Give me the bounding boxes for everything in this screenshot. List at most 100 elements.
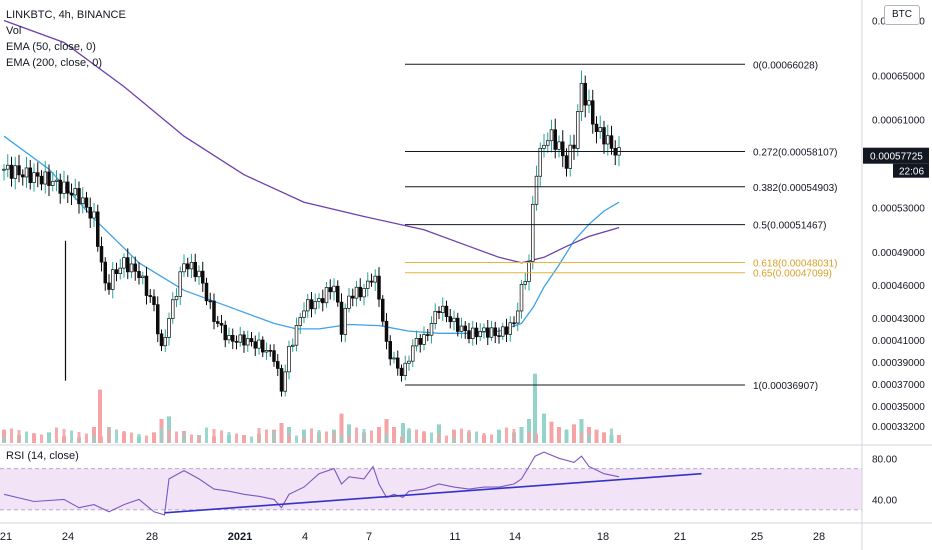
candle-body <box>426 334 430 336</box>
volume-bar <box>542 435 546 443</box>
candle-body <box>84 197 89 208</box>
legend-volume[interactable]: Vol <box>6 25 22 37</box>
volume-bar <box>557 428 561 443</box>
fib-level-label: 0.5(0.00051467) <box>753 221 826 232</box>
current-price-label: 0.00057725 <box>870 152 923 163</box>
candle-body <box>605 135 610 145</box>
volume-bar <box>542 413 546 443</box>
candle-body <box>545 140 550 146</box>
volume-bar <box>340 434 343 443</box>
fibonacci-retracement[interactable]: 0(0.00066028) 0.272(0.00058107) 0.382(0.00… <box>405 60 838 392</box>
price-tick-label: 0.00041000 <box>872 336 925 347</box>
legend-ema50[interactable]: EMA (50, close, 0) <box>6 41 96 53</box>
volume-bar <box>355 427 358 443</box>
fib-level-label: 1(0.00036907) <box>753 381 818 392</box>
volume-bar <box>377 432 381 443</box>
candle-body <box>467 330 471 340</box>
candle-body <box>486 327 490 338</box>
volume-bar <box>347 424 351 443</box>
candle-body <box>17 165 21 176</box>
candle-body <box>317 298 321 302</box>
candle-body <box>2 168 6 171</box>
volume-bar <box>115 429 118 443</box>
time-tick-label: 18 <box>597 531 609 543</box>
candle-body <box>587 100 591 106</box>
candle-body <box>471 327 475 340</box>
time-tick-label: 2021 <box>228 531 252 543</box>
countdown-tag <box>893 163 929 178</box>
time-tick-label: 28 <box>146 531 158 543</box>
candle-body <box>493 327 498 336</box>
candle-body <box>246 338 250 346</box>
volume-bar <box>130 432 133 443</box>
candle-body <box>144 275 149 296</box>
candle-body <box>418 338 423 345</box>
candle-body <box>609 135 614 149</box>
currency-badge[interactable]: BTC <box>884 5 920 25</box>
current-price-tag <box>863 147 929 164</box>
volume-bar <box>370 430 373 443</box>
legend-symbol[interactable]: LINKBTC, 4h, BINANCE <box>6 9 126 21</box>
candle-body <box>362 288 366 298</box>
volume-bar <box>40 434 43 443</box>
candle-body <box>392 357 396 360</box>
volume-bar <box>85 433 88 443</box>
candle-body <box>523 281 527 285</box>
legend-ema200[interactable]: EMA (200, close, 0) <box>6 57 102 69</box>
volume-bar <box>175 431 178 443</box>
volume-bar <box>505 427 508 443</box>
candle-body <box>572 144 576 149</box>
candle-body <box>43 171 47 185</box>
volume-bar <box>482 433 486 443</box>
candle-body <box>332 285 336 293</box>
candle-body <box>321 298 325 304</box>
candle-body <box>80 197 85 205</box>
volume-bar <box>160 428 163 443</box>
candle-body <box>92 211 96 219</box>
candle-body <box>174 295 179 301</box>
rsi-trendline <box>164 472 702 514</box>
volume-bar <box>145 435 148 443</box>
volume-bar <box>400 436 403 443</box>
candle-body <box>216 321 220 324</box>
candle-body <box>268 349 273 352</box>
candle-body <box>279 368 284 392</box>
candle-body <box>54 179 59 182</box>
candle-body <box>110 269 115 290</box>
fib-level-label: 0.65(0.00047099) <box>753 269 832 280</box>
candle-body <box>373 275 378 283</box>
rsi-tick-label: 40.00 <box>872 495 897 506</box>
candle-body <box>152 296 156 305</box>
candle-body <box>163 337 168 347</box>
candle-body <box>377 275 381 300</box>
rsi-band <box>0 468 862 510</box>
rsi-legend[interactable]: RSI (14, close) <box>6 450 79 462</box>
volume-bar <box>467 430 471 443</box>
volume-bar <box>475 431 478 443</box>
candle-body <box>264 349 269 353</box>
candle-body <box>118 267 122 274</box>
volume-bar <box>317 430 321 443</box>
volume-bar <box>617 435 621 443</box>
time-tick-label: 24 <box>62 531 74 543</box>
volume-bar <box>2 429 6 443</box>
candle-body <box>549 129 554 142</box>
rsi-tick-label: 80.00 <box>872 454 897 465</box>
time-tick-label: 4 <box>302 531 308 543</box>
candle-body <box>463 325 468 332</box>
volume-bar <box>302 437 306 443</box>
candle-body <box>9 164 14 179</box>
candle-body <box>302 310 306 318</box>
candle-body <box>579 82 584 112</box>
candle-body <box>156 304 160 335</box>
volume-bar <box>595 435 598 443</box>
price-tick-label: 0.00053000 <box>872 204 925 215</box>
candle-body <box>557 141 561 150</box>
candle-body <box>542 144 546 149</box>
candle-body <box>504 326 509 335</box>
candle-body <box>366 280 370 289</box>
candle-body <box>530 203 535 262</box>
candle-body <box>339 301 344 335</box>
candle-body <box>129 263 134 273</box>
